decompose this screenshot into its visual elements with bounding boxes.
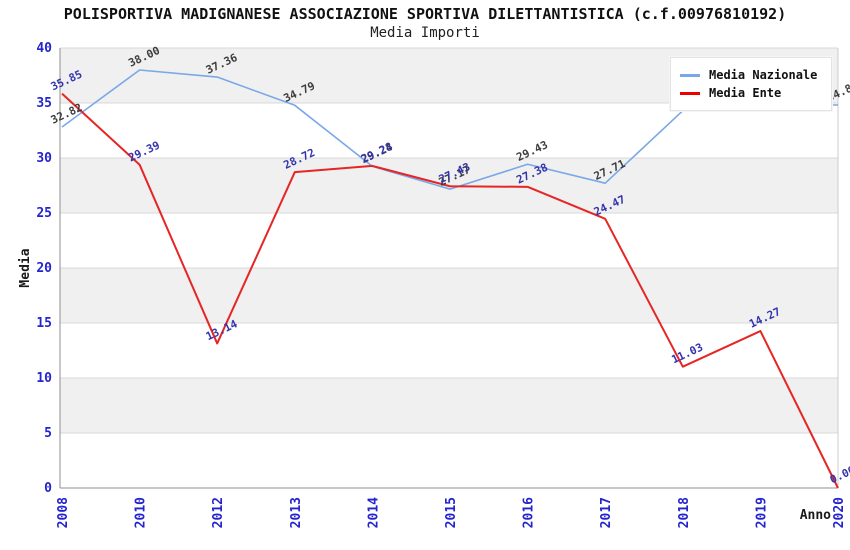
y-tick-label: 10 xyxy=(36,371,52,386)
y-tick-label: 5 xyxy=(44,426,52,441)
data-label: 11.03 xyxy=(670,341,706,367)
y-tick-label: 35 xyxy=(36,96,52,111)
chart-subtitle: Media Importi xyxy=(370,25,480,41)
chart-title: POLISPORTIVA MADIGNANESE ASSOCIAZIONE SP… xyxy=(63,5,787,23)
y-axis-title: Media xyxy=(18,248,33,287)
x-axis-title: Anno xyxy=(800,508,831,523)
media-ente-line-swatch xyxy=(680,91,700,95)
x-tick-label: 2016 xyxy=(522,497,537,528)
y-tick-label: 30 xyxy=(36,151,52,166)
x-tick-label: 2014 xyxy=(366,497,381,528)
y-tick-label: 25 xyxy=(36,206,52,221)
y-tick-label: 40 xyxy=(36,41,52,56)
x-tick-label: 2008 xyxy=(56,497,71,528)
x-tick-label: 2015 xyxy=(444,497,459,528)
x-tick-label: 2019 xyxy=(754,497,769,528)
media-nazionale-line-swatch xyxy=(680,73,700,77)
x-tick-label: 2018 xyxy=(677,497,692,528)
plot-band xyxy=(60,268,838,323)
x-tick-label: 2012 xyxy=(211,497,226,528)
legend-label-media-nazionale: Media Nazionale xyxy=(709,68,818,82)
x-tick-label: 2013 xyxy=(289,497,304,528)
legend-label-media-ente: Media Ente xyxy=(709,86,782,100)
legend: Media Nazionale Media Ente xyxy=(670,57,832,111)
series-line-media-ente xyxy=(61,92,839,489)
x-tick-label: 2010 xyxy=(134,497,149,528)
y-tick-label: 15 xyxy=(36,316,52,331)
y-tick-label: 20 xyxy=(36,261,52,276)
plot-band xyxy=(60,378,838,433)
data-label: 0.00 xyxy=(828,463,850,486)
legend-item-media-ente: Media Ente xyxy=(680,85,822,101)
y-tick-label: 0 xyxy=(44,481,52,496)
x-tick-label: 2020 xyxy=(832,497,847,528)
x-tick-label: 2017 xyxy=(599,497,614,528)
legend-item-media-nazionale: Media Nazionale xyxy=(680,67,822,83)
